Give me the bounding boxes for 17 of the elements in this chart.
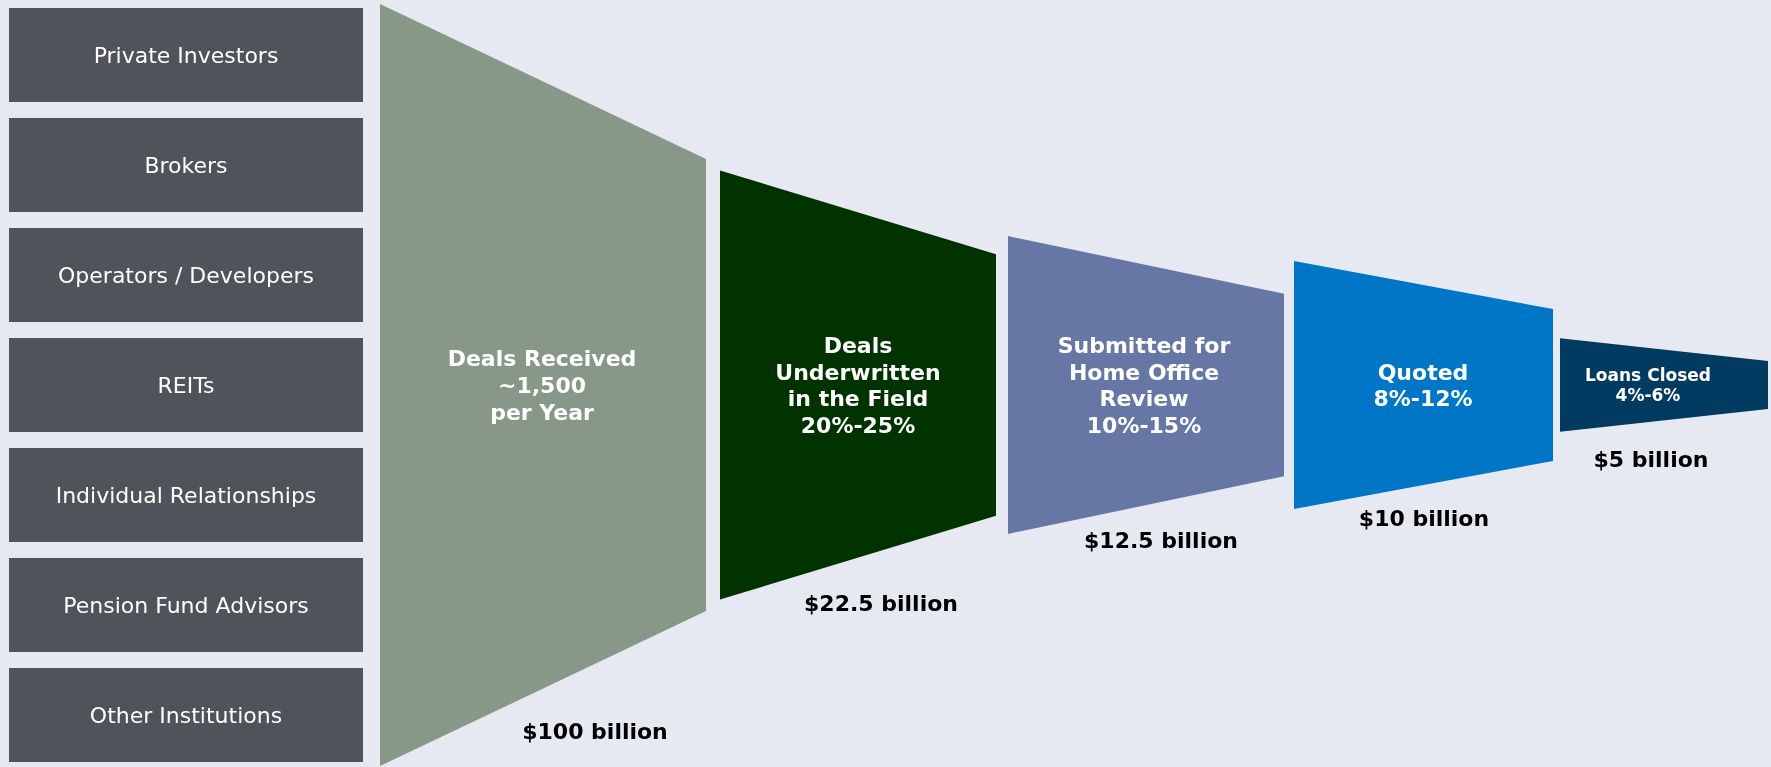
category-label: Deals Received ~1,500 per Year xyxy=(447,345,637,425)
category-label: Submitted for Home Office Review 10%-15% xyxy=(1057,332,1231,438)
text: Other Institutions xyxy=(89,702,283,728)
data-label: $10 billion xyxy=(1358,505,1490,531)
data-label: $22.5 billion xyxy=(804,590,958,616)
text: Operators / Developers xyxy=(58,262,314,288)
text: Pension Fund Advisors xyxy=(63,592,309,618)
data-label: $5 billion xyxy=(1593,447,1709,473)
text: Private Investors xyxy=(93,42,279,68)
data-label: $100 billion xyxy=(522,718,668,744)
category-label: Deals Underwritten in the Field 20%-25% xyxy=(775,332,941,438)
text: REITs xyxy=(157,372,215,398)
text: Brokers xyxy=(144,152,228,178)
text: Individual Relationships xyxy=(55,482,317,508)
category-label: Loans Closed 4%-6% xyxy=(1585,364,1711,406)
data-label: $12.5 billion xyxy=(1084,528,1238,554)
category-label: Quoted 8%-12% xyxy=(1373,359,1473,411)
